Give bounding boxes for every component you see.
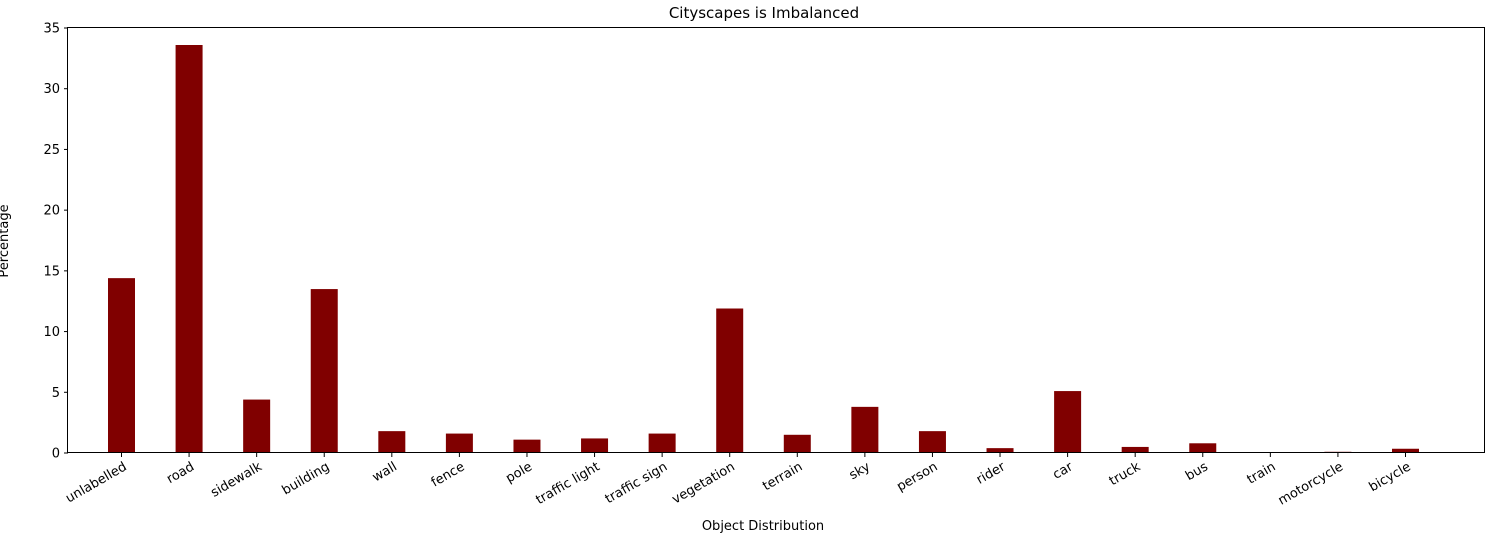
plot-frame (67, 27, 1485, 453)
y-tick-label: 5 (52, 386, 60, 401)
x-axis-ticks: unlabelled road sidewalk building wall fence p… (63, 453, 1414, 509)
x-tick-label: motorcycle (1276, 459, 1346, 508)
x-tick-label: building (280, 459, 333, 498)
x-tick-label: traffic sign (603, 459, 670, 507)
x-tick-label: sidewalk (208, 459, 265, 500)
x-tick-label: fence (429, 459, 468, 490)
y-tick-label: 15 (43, 264, 60, 279)
bar-unlabelled (108, 278, 135, 453)
x-tick-label: car (1050, 459, 1076, 483)
y-tick-label: 25 (43, 143, 60, 158)
bar-traffic-sign (648, 433, 676, 453)
y-tick-label: 0 (52, 447, 60, 462)
y-axis-label: Percentage (0, 204, 12, 277)
bar-sky (851, 406, 879, 453)
x-tick-label: bicycle (1367, 459, 1414, 495)
x-tick-label: truck (1107, 459, 1144, 489)
x-tick-label: road (164, 459, 197, 487)
x-tick-label: unlabelled (63, 459, 129, 506)
y-tick-label: 20 (43, 204, 60, 219)
x-tick-label: traffic light (533, 459, 602, 508)
x-tick-label: vegetation (670, 459, 738, 507)
x-tick-label: terrain (760, 459, 805, 494)
bar-person (918, 431, 946, 453)
chart-title: Cityscapes is Imbalanced (669, 4, 859, 22)
bar-pole (513, 439, 541, 453)
x-tick-label: rider (974, 459, 1009, 488)
bar-road (175, 45, 203, 453)
x-axis-label: Object Distribution (702, 519, 824, 533)
bar-bicycle (1392, 448, 1419, 453)
bars-group (108, 45, 1419, 453)
bar-bus (1189, 443, 1217, 453)
x-tick-label: person (894, 459, 940, 494)
x-tick-label: train (1245, 459, 1279, 487)
bar-car (1054, 391, 1082, 453)
y-tick-label: 35 (43, 22, 60, 37)
x-tick-label: bus (1183, 459, 1211, 484)
y-axis-ticks: 0 5 10 15 20 25 30 35 (43, 22, 68, 462)
bar-fence (445, 433, 473, 453)
bar-terrain (783, 434, 811, 453)
bar-truck (1121, 446, 1149, 453)
bar-vegetation (716, 308, 744, 453)
y-tick-label: 10 (43, 325, 60, 340)
y-tick-label: 30 (43, 82, 60, 97)
bar-sidewalk (243, 399, 271, 453)
bar-rider (986, 448, 1014, 453)
bar-traffic-light (581, 438, 609, 453)
x-tick-label: wall (370, 459, 400, 485)
x-tick-label: pole (503, 459, 535, 486)
bar-building (310, 289, 338, 453)
x-tick-label: sky (847, 459, 873, 483)
bar-wall (378, 431, 406, 453)
